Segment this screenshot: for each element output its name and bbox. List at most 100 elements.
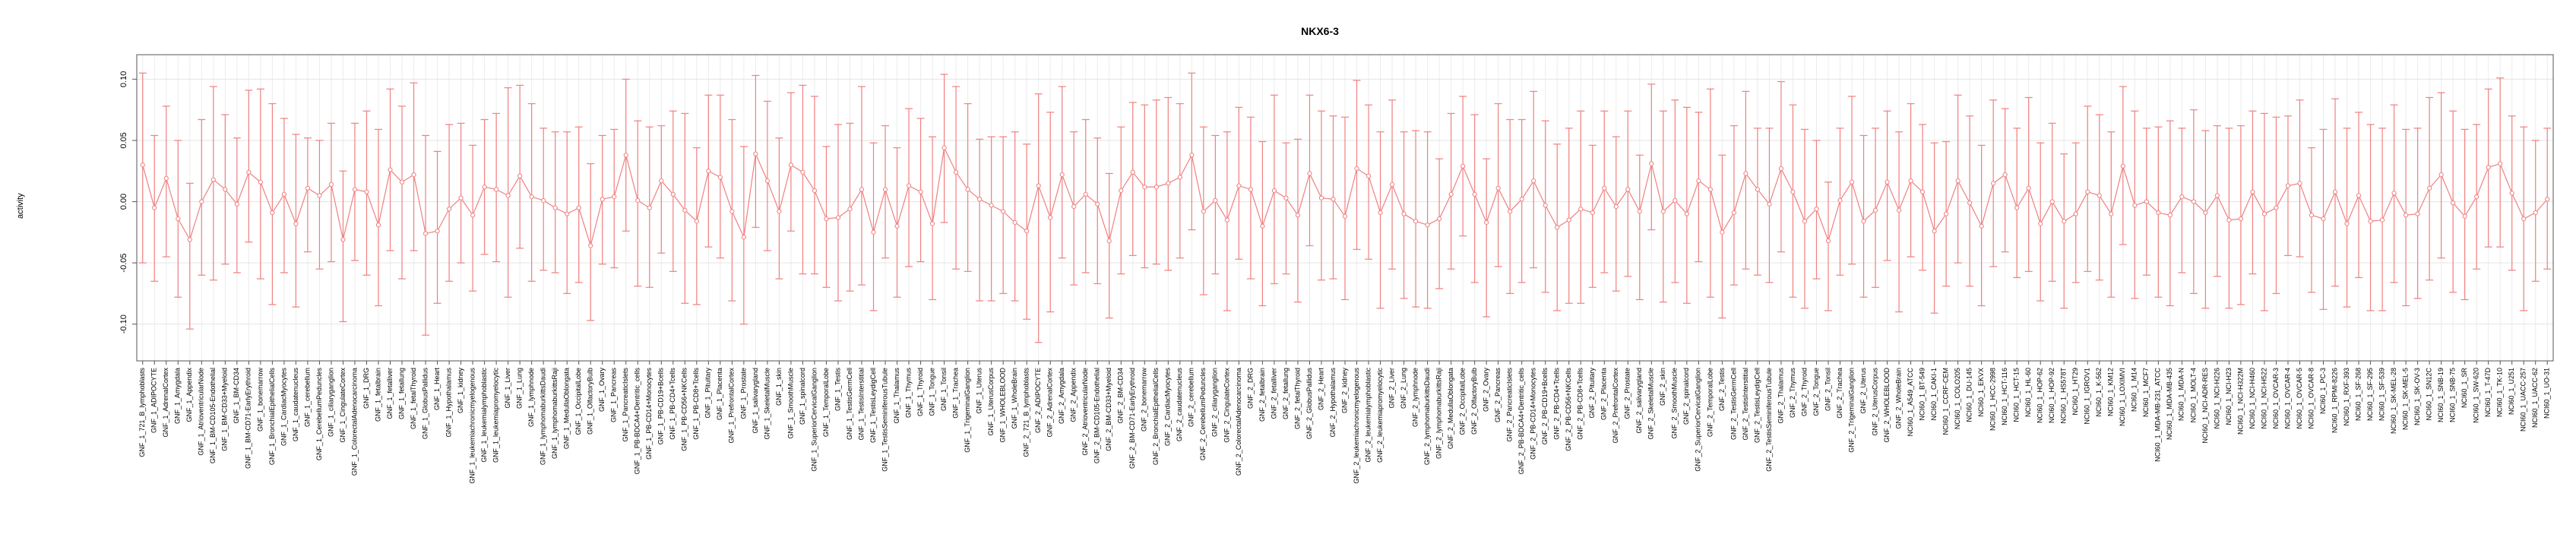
x-tick-label: GNF_1_Appendix (185, 368, 193, 422)
data-point (1413, 219, 1419, 224)
data-point (2344, 221, 2350, 226)
data-point (1731, 210, 1737, 216)
data-point (1649, 161, 1654, 166)
data-point (647, 205, 652, 210)
x-tick-label: GNF_2_lymphnode (1411, 368, 1419, 427)
x-tick-label: GNF_2_ciliaryganglion (1211, 368, 1219, 437)
data-point (989, 203, 994, 208)
data-point (706, 169, 711, 174)
data-point (1024, 229, 1030, 234)
x-tick-label: NCI60_1_HL-60 (2024, 368, 2032, 417)
data-point (446, 207, 452, 212)
data-point (1166, 181, 1171, 186)
data-point (1991, 181, 1996, 186)
x-tick-label: GNF_2_bonemarrow (1141, 368, 1148, 432)
data-point (2250, 189, 2255, 194)
data-point (670, 191, 676, 197)
data-point (2191, 199, 2196, 204)
x-tick-label: GNF_2_Heart (1317, 368, 1324, 411)
x-tick-label: GNF_1_cerebellum (303, 368, 311, 427)
data-point (847, 207, 853, 212)
data-point (859, 187, 865, 192)
data-point (682, 207, 688, 213)
x-tick-label: GNF_2_Lung (1400, 368, 1407, 409)
data-point (1083, 191, 1088, 197)
x-tick-label: NCI60_1_UACC-62 (2531, 368, 2539, 428)
x-tick-label: GNF_1_lymphomaburkittsDaudi (540, 368, 547, 465)
data-point (422, 231, 429, 236)
x-tick-label: GNF_2_PrefrontalCortex (1612, 368, 1619, 444)
x-tick-label: GNF_2_leukemiachronicmyelogenous (1353, 368, 1360, 484)
x-tick-label: GNF_2_PB-BDCA4+Dentritic_cells (1517, 368, 1525, 475)
x-tick-label: NCI60_1_KM12 (2107, 368, 2115, 416)
data-point (764, 178, 771, 184)
data-point (2167, 213, 2173, 218)
x-tick-label: GNF_2_skin (1659, 368, 1666, 406)
x-tick-label: GNF_1_Prostate (739, 368, 747, 419)
data-point (364, 189, 369, 194)
data-point (1825, 238, 1831, 244)
x-tick-label: GNF_2_Ovary (1483, 368, 1490, 413)
x-tick-label: GNF_2_OlfactoryBulb (1470, 368, 1478, 435)
data-point (1955, 178, 1960, 184)
data-point (894, 223, 900, 229)
data-point (1436, 216, 1442, 222)
y-axis-label: activity (16, 193, 25, 219)
data-point (2533, 210, 2538, 216)
x-tick-label: NCI60_1_CCRF-CEM (1941, 368, 1949, 435)
data-point (234, 201, 239, 207)
x-tick-label: NCI60_1_SF-295 (2366, 368, 2374, 421)
data-point (2309, 213, 2315, 218)
x-tick-label: NCI60_1_MDA-N (2178, 368, 2185, 421)
x-tick-label: GNF_1_leukemiapromyelocytic (492, 368, 499, 463)
x-tick-label: GNF_2_PancreaticIslets (1506, 368, 1514, 442)
data-point (305, 185, 311, 191)
data-point (1885, 179, 1890, 185)
x-tick-label: NCI60_1_HS578T (2060, 368, 2068, 424)
data-point (1389, 182, 1395, 187)
data-point (187, 237, 192, 242)
x-tick-label: GNF_1_ColorectalAdenocarcinoma (350, 368, 358, 476)
x-tick-label: GNF_1_salivarygland (752, 368, 759, 434)
data-point (1095, 201, 1100, 207)
x-tick-label: GNF_2_DRG (1246, 368, 1254, 409)
x-tick-label: GNF_1_lymphnode (527, 368, 535, 427)
x-tick-label: GNF_1_Thymus (904, 368, 912, 419)
x-tick-label: NCI60_1_BT-549 (1918, 368, 1926, 421)
x-tick-label: GNF_2_CardiacMyocytes (1164, 368, 1172, 447)
data-point (906, 183, 912, 188)
x-tick-label: GNF_1_spinalcord (799, 368, 806, 425)
data-point (2462, 213, 2467, 219)
data-point (1106, 238, 1112, 244)
x-tick-label: GNF_2_Liver (1388, 368, 1395, 409)
x-tick-label: GNF_1_ADIPOCYTE (150, 368, 158, 433)
data-point (435, 229, 440, 234)
x-tick-label: GNF_2_BM-CD33+Myeloid (1105, 368, 1112, 451)
x-tick-label: GNF_1_Liver (504, 368, 511, 409)
x-tick-label: GNF_1_CardiacMyocytes (280, 368, 287, 447)
data-point (729, 209, 735, 214)
x-tick-label: GNF_2_SkeletalMuscle (1647, 368, 1655, 440)
data-point (2062, 219, 2067, 224)
x-tick-label: NCI60_1_CAKI-1 (1930, 368, 1938, 421)
data-point (1036, 183, 1041, 188)
x-tick-label: GNF_1_Testis (834, 368, 841, 412)
data-point (1425, 222, 1430, 228)
data-point (1979, 223, 1984, 229)
data-point (694, 219, 699, 224)
data-point (1012, 220, 1017, 225)
y-tick-label: -0.10 (119, 315, 128, 334)
x-tick-label: NCI60_1_SK-OV-3 (2413, 368, 2421, 425)
data-point (529, 194, 534, 200)
x-tick-label: GNF_2_TestisInterstitial (1742, 368, 1749, 441)
x-tick-label: NCI60_1_M14 (2131, 368, 2138, 412)
x-tick-label: GNF_2_lymphomaburkittsRaji (1435, 368, 1442, 459)
data-point (1484, 220, 1489, 225)
data-point (2014, 205, 2020, 210)
x-tick-label: NCI60_1_MOLT-4 (2189, 368, 2197, 422)
x-tick-label: GNF_1_Ovary (598, 368, 606, 413)
x-tick-label: GNF_1_Thyroid (916, 368, 924, 416)
x-tick-label: NCI60_1_UO-31 (2543, 368, 2551, 419)
x-tick-label: GNF_1_721_B_lymphoblasts (138, 368, 146, 457)
data-point (565, 211, 570, 217)
